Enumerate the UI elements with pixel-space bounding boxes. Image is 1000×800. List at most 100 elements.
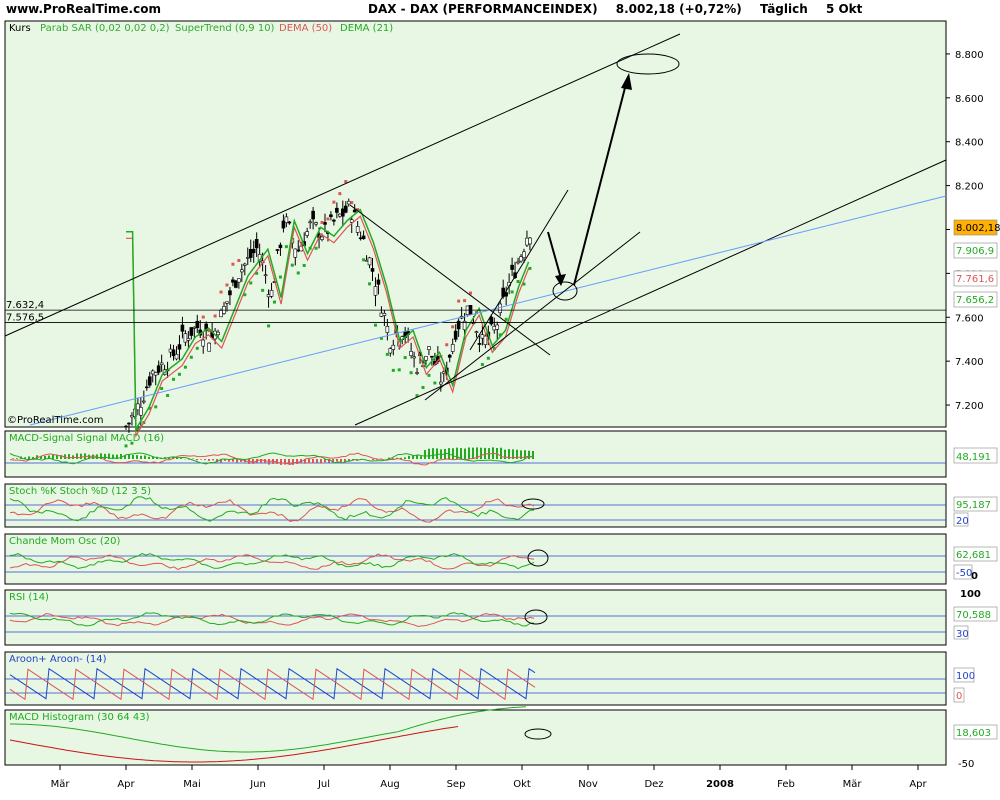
legend-entry: Parab SAR (0,02 0,02 0,2) bbox=[40, 23, 170, 34]
sar-dot bbox=[451, 325, 455, 329]
x-tick-label: Mai bbox=[183, 779, 201, 790]
macd-bar bbox=[64, 454, 66, 459]
sar-dot bbox=[510, 290, 514, 294]
macd-bar bbox=[324, 459, 326, 463]
x-tick-label: Dez bbox=[644, 779, 663, 790]
candle-body bbox=[142, 400, 146, 403]
macd-bar bbox=[500, 447, 502, 459]
x-tick-label: Feb bbox=[777, 779, 795, 790]
candle-body bbox=[477, 343, 482, 345]
price-value-tag-text: 7.906,9 bbox=[956, 246, 994, 257]
candle-body bbox=[228, 290, 232, 296]
macd-bar bbox=[60, 455, 62, 459]
macd-bar bbox=[168, 457, 170, 459]
candle-body bbox=[409, 351, 413, 356]
aroon-value-text: 100 bbox=[956, 671, 975, 682]
candle-body bbox=[231, 279, 235, 283]
dema-21-line bbox=[126, 208, 530, 432]
candle-body bbox=[335, 207, 339, 213]
macd-bar bbox=[276, 459, 278, 464]
down-arrow-head bbox=[555, 274, 566, 286]
candle-body bbox=[150, 370, 155, 375]
site-name[interactable]: www.ProRealTime.com bbox=[6, 2, 161, 16]
stoch-highlight-ellipse bbox=[521, 498, 545, 510]
sar-dot bbox=[356, 208, 360, 212]
macd-bar bbox=[232, 459, 234, 462]
candle-body bbox=[519, 256, 523, 262]
pullback-ellipse bbox=[552, 281, 578, 301]
candle-body bbox=[225, 301, 229, 304]
price-value-tag bbox=[953, 291, 998, 308]
chande-level-tag bbox=[953, 564, 973, 580]
macd-bar bbox=[92, 454, 94, 459]
candle-body bbox=[489, 316, 494, 325]
macd-bar bbox=[328, 459, 330, 463]
candle-body bbox=[439, 381, 443, 385]
candle-body bbox=[338, 213, 342, 217]
candle-body bbox=[453, 330, 458, 340]
candle-body bbox=[243, 263, 247, 266]
candle-body bbox=[492, 326, 497, 331]
macd-bar bbox=[464, 448, 466, 459]
indicator-panel bbox=[4, 430, 947, 478]
candle-body bbox=[391, 344, 396, 350]
candle-body bbox=[269, 289, 274, 297]
price-panel-label: Kurs bbox=[9, 23, 31, 34]
macd-bar bbox=[252, 459, 254, 464]
macd-bar bbox=[460, 448, 462, 459]
sar-dot bbox=[213, 314, 217, 318]
macd-bar bbox=[68, 454, 70, 459]
sar-dot bbox=[338, 192, 342, 196]
candle-body bbox=[192, 326, 197, 329]
sar-dot bbox=[290, 263, 294, 267]
aroon-up-line bbox=[9, 667, 536, 700]
macd-signal-line bbox=[9, 452, 535, 466]
macd-bar bbox=[128, 454, 130, 459]
sar-dot bbox=[362, 258, 366, 262]
price-panel bbox=[4, 20, 947, 428]
macd-bar bbox=[516, 449, 518, 459]
aroon-down-tag bbox=[953, 687, 965, 703]
indicator-title: MACD-Signal Signal MACD (16) bbox=[9, 433, 164, 444]
support-level-label: 7.632,4 bbox=[6, 300, 44, 311]
chart-date: 5 Okt bbox=[825, 2, 863, 16]
instrument-name: DAX - DAX (PERFORMANCEINDEX) bbox=[368, 2, 598, 16]
candle-body bbox=[180, 324, 185, 332]
candle-body bbox=[525, 237, 529, 246]
macd-bar bbox=[112, 454, 114, 459]
sar-dot bbox=[130, 441, 134, 445]
sar-dot bbox=[415, 394, 419, 398]
macd-bar bbox=[304, 459, 306, 464]
x-tick-label: 2008 bbox=[706, 779, 734, 790]
rsi-level-text: 30 bbox=[956, 629, 969, 640]
sar-dot bbox=[516, 280, 520, 284]
sar-dot bbox=[433, 381, 437, 385]
sar-dot bbox=[326, 217, 330, 221]
macd-bar bbox=[212, 459, 214, 461]
candle-body bbox=[447, 354, 452, 358]
candle-body bbox=[430, 355, 434, 358]
macd-bar bbox=[32, 456, 34, 459]
macd-bar bbox=[148, 456, 150, 459]
rsi-red-line bbox=[9, 612, 535, 628]
support-level-label: 7.576,5 bbox=[6, 312, 44, 323]
candle-body bbox=[174, 354, 179, 360]
wedge-upper-line bbox=[469, 189, 569, 351]
price-value-tag bbox=[953, 242, 998, 259]
y-tick-label: 8.400 bbox=[955, 138, 984, 149]
candle-body bbox=[263, 274, 268, 277]
macd-bar bbox=[132, 454, 134, 459]
candle-body bbox=[284, 216, 289, 223]
macd-bar bbox=[44, 455, 46, 459]
macd-bar bbox=[292, 459, 294, 465]
macd-bar bbox=[16, 458, 18, 459]
candle-body bbox=[385, 326, 390, 333]
candle-body bbox=[305, 231, 309, 236]
sar-dot bbox=[231, 262, 235, 266]
candle-body bbox=[201, 339, 206, 347]
candle-body bbox=[296, 249, 301, 252]
sar-dot bbox=[469, 291, 473, 295]
chart-period[interactable]: Täglich bbox=[759, 2, 808, 16]
macd-bar bbox=[140, 455, 142, 459]
